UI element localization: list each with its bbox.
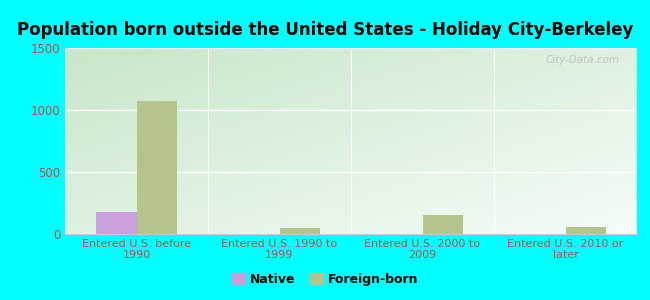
Bar — [136, 101, 177, 234]
Bar — [422, 215, 463, 234]
Bar — [280, 228, 320, 234]
Text: City-Data.com: City-Data.com — [546, 56, 620, 65]
Text: Population born outside the United States - Holiday City-Berkeley: Population born outside the United State… — [17, 21, 633, 39]
Bar — [566, 227, 606, 234]
Bar — [96, 212, 136, 234]
Legend: Native, Foreign-born: Native, Foreign-born — [227, 268, 423, 291]
